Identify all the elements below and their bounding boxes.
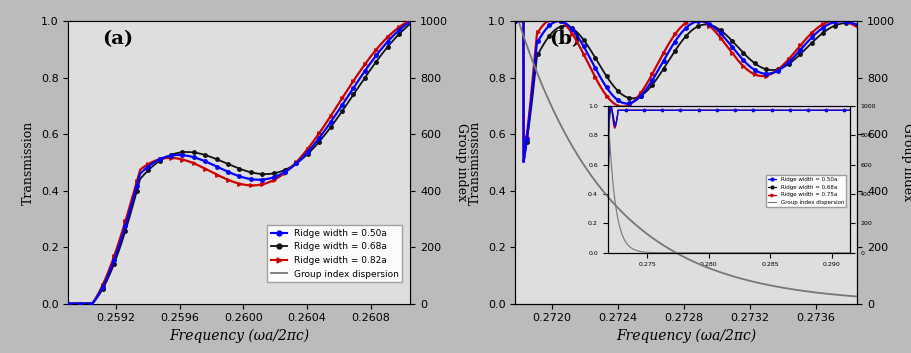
Legend: Ridge width = 0.50a, Ridge width = 0.68a, Ridge width = 0.82a, Group index dispe: Ridge width = 0.50a, Ridge width = 0.68a… <box>267 225 402 282</box>
Y-axis label: Group index: Group index <box>454 123 467 202</box>
Y-axis label: Group index: Group index <box>900 123 911 202</box>
Text: (b): (b) <box>548 30 581 48</box>
Y-axis label: Transmission: Transmission <box>23 120 36 204</box>
Y-axis label: Transmission: Transmission <box>469 120 482 204</box>
X-axis label: Frequency (ωa/2πc): Frequency (ωa/2πc) <box>616 329 755 343</box>
X-axis label: Frequency (ωa/2πc): Frequency (ωa/2πc) <box>169 329 309 343</box>
Text: (a): (a) <box>103 30 134 48</box>
